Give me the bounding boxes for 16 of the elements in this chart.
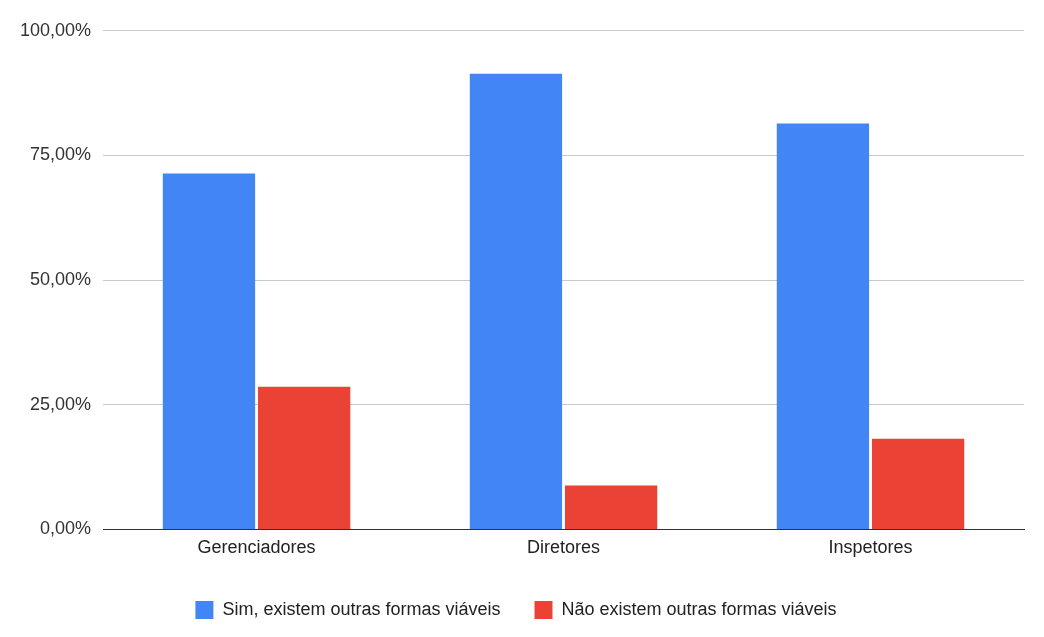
- bar: [257, 386, 351, 529]
- bar: [564, 485, 658, 529]
- y-tick-label: 25,00%: [30, 393, 92, 414]
- bar: [776, 123, 870, 529]
- legend-label: Sim, existem outras formas viáveis: [222, 598, 501, 619]
- legend-label: Não existem outras formas viáveis: [561, 598, 837, 619]
- x-tick-label: Gerenciadores: [197, 537, 316, 558]
- y-tick-label: 50,00%: [30, 269, 92, 290]
- bar: [871, 438, 965, 529]
- y-tick-label: 0,00%: [40, 518, 92, 539]
- x-tick-label: Diretores: [527, 537, 601, 558]
- y-tick-label: 75,00%: [30, 144, 92, 165]
- y-tick-label: 100,00%: [20, 19, 92, 40]
- x-tick-label: Inspetores: [828, 537, 913, 558]
- bar: [162, 173, 256, 529]
- bar: [469, 73, 563, 529]
